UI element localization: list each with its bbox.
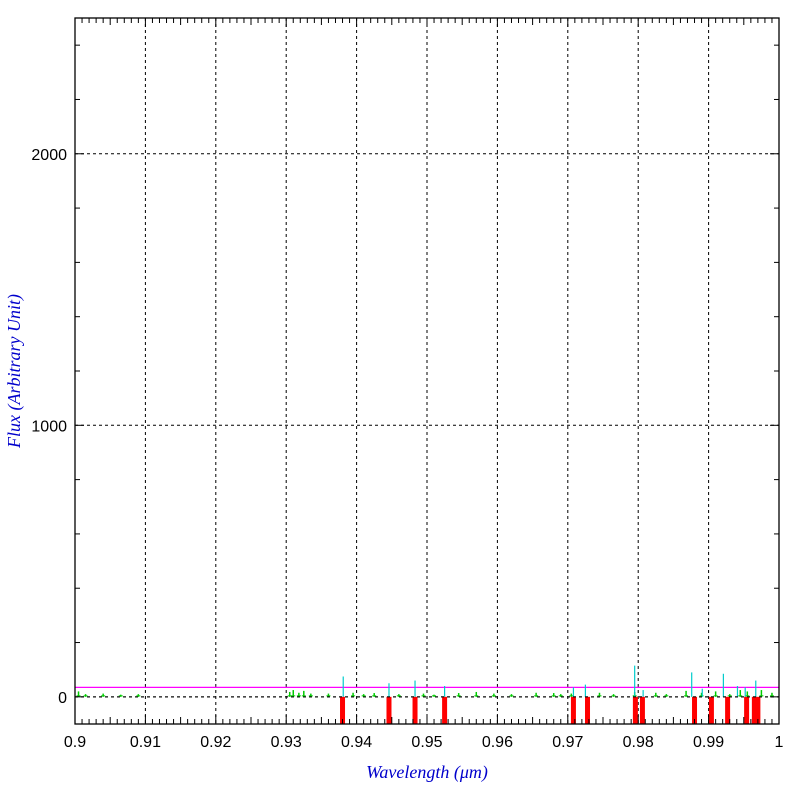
x-tick-label: 0.9 [64,734,86,751]
red-bar [755,696,761,724]
x-tick-label: 0.99 [693,734,724,751]
label-layer: 0.9 0.91 0.92 0.93 0.94 0.95 0.96 0.97 0.98 0.99 1… [31,147,783,751]
x-tick-label: 0.92 [200,734,231,751]
y-axis-title: Flux (Arbitrary Unit) [4,294,25,449]
x-tick-label: 0.91 [130,734,161,751]
x-tick-label: 0.96 [482,734,513,751]
red-bar [570,696,576,724]
red-bar [725,696,731,724]
series-layer [75,665,779,724]
red-bar [692,696,698,724]
red-bar [632,696,638,724]
x-tick-label: 1 [775,734,784,751]
grid-layer [75,18,779,724]
red-bar [708,696,714,724]
red-bar [744,696,750,724]
x-tick-label: 0.94 [341,734,372,751]
red-bar [442,696,448,724]
red-bar [639,696,645,724]
y-tick-label: 0 [58,690,67,707]
red-bar [412,696,418,724]
x-tick-label: 0.93 [271,734,302,751]
red-bar [751,696,757,724]
x-tick-label: 0.98 [623,734,654,751]
red-bar [585,696,591,724]
frame-layer [74,17,780,725]
red-bar [340,696,346,724]
y-tick-label: 1000 [31,418,67,435]
x-tick-label: 0.97 [552,734,583,751]
y-tick-label: 2000 [31,147,67,164]
x-axis-title: Wavelength (μm) [366,762,488,783]
red-bar [386,696,392,724]
x-tick-label: 0.95 [411,734,442,751]
